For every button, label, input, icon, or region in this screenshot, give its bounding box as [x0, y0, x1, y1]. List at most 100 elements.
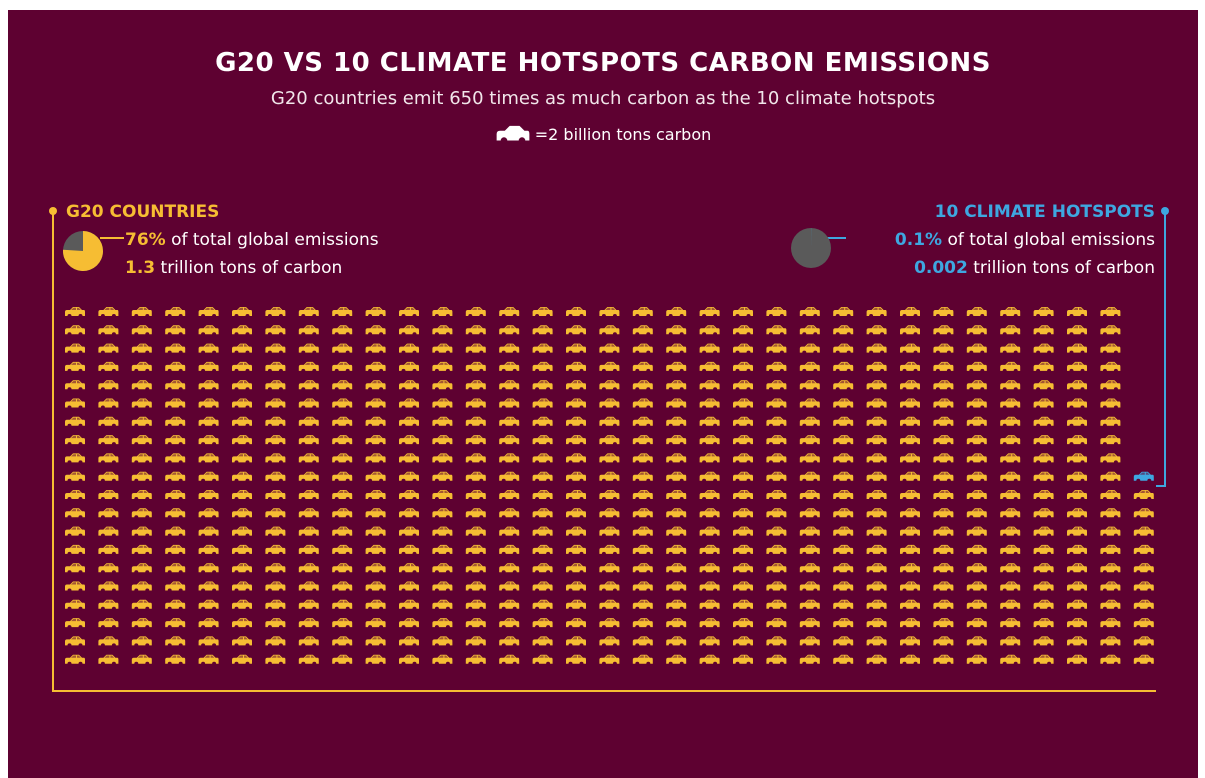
car-icon-g20 [499, 508, 520, 520]
car-icon-g20 [866, 343, 887, 355]
car-icon-g20 [733, 453, 753, 465]
car-icon-g20 [599, 563, 620, 575]
car-icon-g20 [1067, 343, 1087, 355]
car-icon-g20 [165, 544, 186, 556]
car-icon-g20 [399, 581, 419, 593]
car-icon-g20 [232, 325, 252, 337]
car-icon-g20 [699, 508, 720, 520]
car-icon-g20 [232, 544, 252, 556]
car-icon-g20 [265, 599, 286, 611]
car-icon-g20 [131, 398, 152, 410]
car-icon-g20 [900, 325, 920, 337]
car-icon-g20 [566, 307, 586, 318]
car-icon-g20 [432, 307, 453, 318]
car-icon-g20 [499, 380, 520, 392]
car-icon-g20 [799, 599, 820, 611]
hotspots-heading: 10 CLIMATE HOTSPOTS [934, 202, 1155, 222]
car-icon-g20 [1133, 544, 1154, 556]
car-icon-g20 [1033, 654, 1054, 666]
share-pies [63, 227, 831, 271]
car-icon-g20 [766, 307, 787, 318]
car-icon-g20 [733, 490, 753, 501]
car-icon-g20 [833, 581, 854, 593]
car-icon-g20 [198, 544, 219, 556]
car-icon-g20 [131, 490, 152, 501]
car-icon-g20 [198, 343, 219, 355]
car-icon-g20 [933, 380, 954, 392]
car-icon-g20 [131, 563, 152, 575]
car-icon-g20 [1067, 490, 1087, 501]
car-icon-g20 [933, 581, 954, 593]
car-icon-g20 [298, 471, 319, 483]
car-icon-g20 [766, 490, 787, 501]
car-icon-g20 [833, 343, 854, 355]
car-icon-g20 [933, 599, 954, 611]
car-icon-g20 [165, 654, 186, 666]
car-icon-g20 [198, 618, 219, 630]
car-icon-g20 [1000, 508, 1021, 520]
car-icon-g20 [1000, 471, 1021, 483]
car-icon-g20 [499, 361, 520, 373]
car-icon-g20 [465, 636, 486, 648]
car-icon-g20 [599, 599, 620, 611]
car-icon-g20 [432, 563, 453, 575]
car-icon-g20 [933, 398, 954, 410]
car-icon-g20 [65, 453, 85, 465]
car-icon-g20 [866, 526, 887, 538]
car-icon-g20 [298, 563, 319, 575]
car-icon-g20 [566, 636, 586, 648]
car-icon-g20 [98, 618, 119, 630]
car-icon-g20 [900, 453, 920, 465]
car-icon-g20 [1067, 654, 1087, 666]
car-icon-g20 [733, 361, 753, 373]
car-icon-g20 [666, 544, 687, 556]
car-icon-g20 [332, 654, 353, 666]
car-icon-g20 [465, 380, 486, 392]
car-icon-g20 [599, 380, 620, 392]
car-icon-g20 [265, 343, 286, 355]
car-icon-g20 [799, 508, 820, 520]
car-icon-g20 [131, 618, 152, 630]
car-icon-g20 [566, 435, 586, 447]
car-icon-g20 [365, 416, 386, 428]
car-icon-g20 [1100, 325, 1121, 337]
car-icon-g20 [666, 654, 687, 666]
car-icon-g20 [131, 307, 152, 318]
car-icon-g20 [499, 343, 520, 355]
car-icon-g20 [1100, 380, 1121, 392]
car-icon-g20 [98, 325, 119, 337]
car-icon-g20 [432, 526, 453, 538]
car-icon-g20 [298, 654, 319, 666]
car-icon-g20 [1133, 654, 1154, 666]
car-icon-g20 [566, 416, 586, 428]
car-icon-g20 [766, 508, 787, 520]
car-icon-g20 [1000, 307, 1021, 318]
car-icon-g20 [966, 618, 987, 630]
car-icon-g20 [65, 361, 85, 373]
car-icon-g20 [866, 398, 887, 410]
car-icon-g20 [165, 471, 186, 483]
car-icon-g20 [399, 325, 419, 337]
car-icon-g20 [632, 361, 653, 373]
hotspots-bracket-line [1156, 211, 1166, 487]
car-icon-g20 [632, 526, 653, 538]
car-icon-g20 [499, 618, 520, 630]
car-icon-g20 [699, 544, 720, 556]
car-icon-g20 [198, 307, 219, 318]
car-icon-g20 [933, 435, 954, 447]
hotspots-share-line: 0.1% of total global emissions [895, 230, 1155, 250]
car-icon-g20 [566, 544, 586, 556]
car-icon-g20 [165, 307, 186, 318]
car-icon-g20 [232, 361, 252, 373]
car-icon-g20 [599, 307, 620, 318]
car-icon-g20 [1033, 307, 1054, 318]
car-icon-g20 [833, 508, 854, 520]
car-icon-g20 [566, 361, 586, 373]
car-icon-g20 [532, 343, 553, 355]
car-icon-g20 [332, 380, 353, 392]
connector-lines [49, 207, 1169, 692]
hotspots-tons-value: 0.002 [914, 258, 968, 278]
car-icon-g20 [699, 343, 720, 355]
car-icon-g20 [131, 343, 152, 355]
car-icon-g20 [365, 654, 386, 666]
